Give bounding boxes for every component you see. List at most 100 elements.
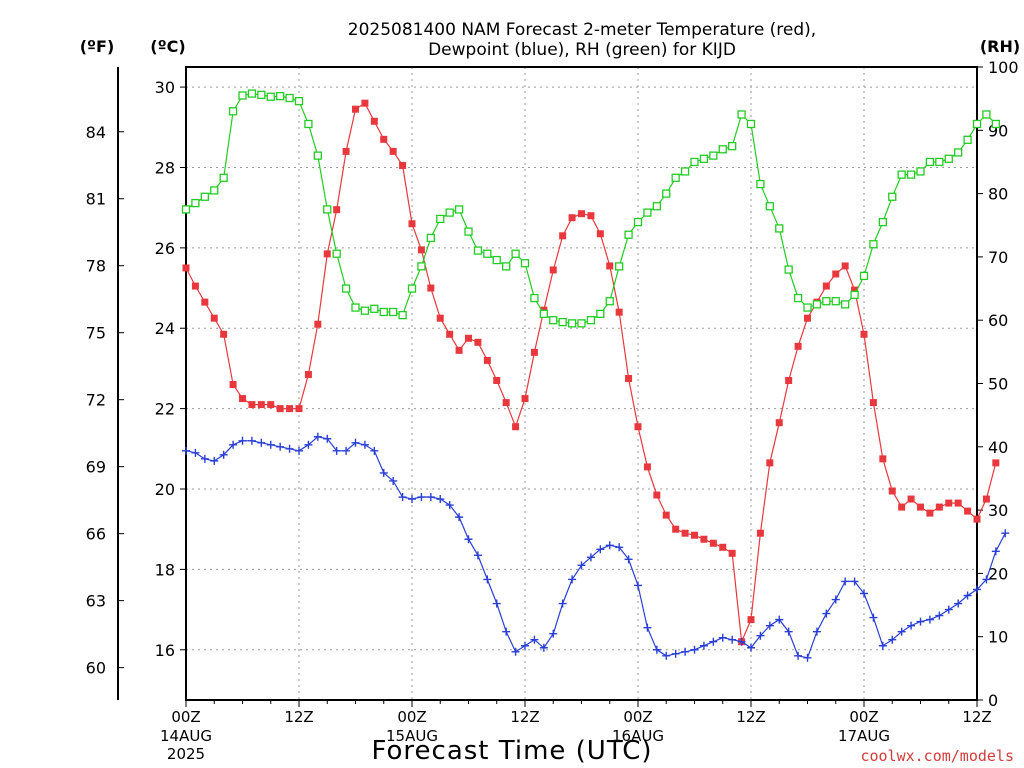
x-tick-label: 12Z [284,708,313,726]
dewpoint-point [455,513,464,522]
dewpoint-point [247,436,256,445]
temperature-point [898,503,906,511]
dewpoint-point [266,440,275,449]
rh-point [257,90,266,100]
dewpoint-point [831,595,840,604]
fahrenheit-tick-label: 78 [86,257,106,276]
rh-point [436,214,445,224]
rh-point [454,205,464,214]
rh-point [247,89,257,98]
dewpoint-point [841,577,850,586]
temperature-point [559,232,567,240]
temperature-point [719,543,727,551]
x-date-label: 17AUG [838,727,890,745]
dewpoint-point [502,627,511,636]
dewpoint-point [191,448,200,457]
rh-point [511,249,520,258]
fahrenheit-tick-label: 84 [86,123,106,142]
rh-point [812,300,822,309]
fahrenheit-tick-label: 72 [86,391,106,410]
temperature-point [653,491,661,499]
dewpoint-point [323,434,332,443]
temperature-point [917,503,924,511]
dewpoint-point [295,446,303,455]
rh-tick-label: 50 [988,375,1008,394]
rh-point [991,119,1000,129]
series-dewpoint [182,432,1010,662]
rh-point [633,217,643,227]
temperature-point [691,531,698,539]
rh-point [709,151,718,160]
dewpoint-point [991,547,1000,556]
dewpoint-point [850,577,859,586]
dewpoint-point [925,615,934,624]
dewpoint-point [417,493,426,502]
temperature-point [907,495,915,503]
dewpoint-point [210,456,219,465]
rh-point [972,119,982,129]
rh-point [803,303,812,312]
rh-point [464,227,473,236]
rh-unit-label: (RH) [980,37,1020,56]
dewpoint-point [605,541,614,550]
temperature-point [794,342,802,350]
rh-tick-label: 70 [988,248,1008,267]
rh-point [219,173,228,182]
rh-point [878,217,887,227]
dewpoint-point [577,561,586,570]
celsius-tick-label: 26 [155,239,175,258]
x-tick-label: 12Z [510,708,539,726]
fahrenheit-tick-label: 69 [86,458,106,477]
temperature-point [239,395,246,403]
temperature-point [822,282,830,290]
dewpoint-point [916,617,925,626]
dewpoint-point [822,609,831,618]
dewpoint-point [718,633,727,642]
dewpoint-point [351,438,360,447]
rh-point [756,179,765,189]
temperature-point [568,214,576,222]
temperature-point [493,376,501,384]
temperature-point [530,348,538,356]
rh-point [690,157,699,167]
chart-title-line1: 2025081400 NAM Forecast 2-meter Temperat… [348,20,816,40]
rh-point [323,205,332,214]
celsius-tick-label: 20 [155,480,175,499]
rh-point [605,297,614,306]
temperature-point [578,210,585,218]
rh-point [351,303,360,312]
dewpoint-point [549,629,558,638]
dewpoint-point [812,627,821,636]
temperature-point [370,117,378,125]
dewpoint-point [408,495,416,504]
fahrenheit-tick-label: 66 [86,525,106,544]
dewpoint-point [521,641,529,650]
fahrenheit-unit-label: (ºF) [80,37,115,56]
rh-point [784,265,793,274]
temperature-point [869,399,877,407]
temperature-point [389,147,397,155]
temperature-point [926,509,934,517]
rh-tick-label: 40 [988,438,1008,457]
dewpoint-point [888,635,897,644]
fahrenheit-tick-label: 63 [86,592,106,611]
rh-point [530,293,539,303]
temperature-point [502,399,510,407]
rh-point [793,293,803,303]
temperature-point [756,529,764,537]
rh-point [285,93,294,103]
dewpoint-point [878,641,887,650]
rh-point [935,157,944,167]
rh-point [210,186,219,195]
rh-tick-label: 100 [988,58,1019,77]
rh-point [925,157,935,167]
rh-point [850,290,859,300]
dewpoint-point [436,495,445,504]
rh-point [266,92,275,101]
rh-point [652,202,661,211]
temperature-point [483,356,491,364]
temperature-point [408,220,416,228]
temperature-point [596,230,604,238]
dewpoint-point [370,446,379,455]
